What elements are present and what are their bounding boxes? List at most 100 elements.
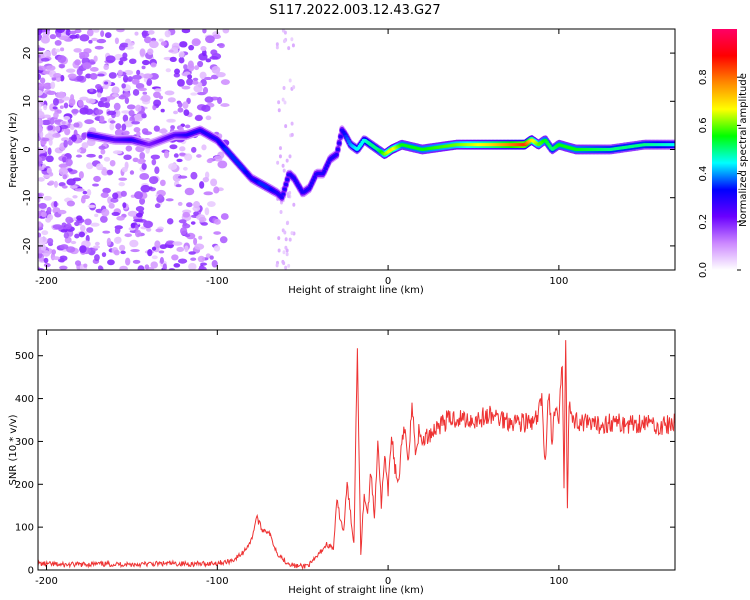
noise-speck (127, 210, 138, 217)
noise-speck (202, 86, 209, 94)
noise-speck (74, 188, 85, 192)
noise-speck (69, 185, 78, 189)
noise-speck (141, 65, 146, 70)
noise-speck (182, 101, 189, 109)
noise-speck (200, 46, 207, 52)
noise-speck (190, 257, 197, 261)
noise-speck (38, 193, 41, 197)
noise-speck (179, 41, 188, 48)
noise-speck (158, 128, 168, 134)
noise-speck (103, 156, 111, 162)
noise-speck (275, 42, 279, 47)
noise-speck (108, 202, 115, 209)
noise-speck (139, 48, 146, 57)
noise-speck (98, 154, 103, 159)
noise-speck (165, 198, 174, 202)
ridge-core (338, 135, 343, 139)
noise-speck (205, 35, 215, 44)
noise-speck (59, 244, 69, 250)
noise-speck (49, 34, 57, 40)
noise-speck (46, 237, 54, 245)
noise-speck (86, 29, 94, 37)
noise-speck (183, 109, 190, 117)
noise-speck (124, 97, 130, 105)
noise-speck (43, 195, 52, 201)
noise-speck (197, 60, 204, 68)
noise-speck (178, 51, 185, 58)
noise-speck (119, 265, 128, 270)
noise-speck (94, 213, 99, 218)
noise-speck (203, 191, 214, 196)
noise-speck (146, 227, 152, 232)
ridge-core (345, 137, 350, 141)
noise-speck (93, 245, 101, 249)
noise-speck (63, 116, 71, 121)
y-tick-label: 10 (22, 95, 33, 108)
noise-speck (46, 90, 57, 96)
noise-speck (109, 159, 116, 167)
x-tick-label: 0 (385, 276, 391, 287)
noise-speck (116, 215, 125, 221)
noise-speck (101, 252, 107, 258)
noise-speck (184, 153, 193, 161)
noise-speck (210, 178, 218, 187)
noise-speck (66, 200, 76, 207)
noise-speck (58, 167, 69, 176)
noise-speck (54, 40, 62, 46)
noise-speck (193, 211, 199, 216)
noise-speck (75, 75, 84, 82)
noise-speck (278, 146, 282, 151)
noise-speck (96, 92, 102, 98)
noise-speck (133, 218, 144, 223)
noise-speck (107, 259, 115, 266)
noise-speck (43, 257, 49, 264)
noise-speck (52, 97, 59, 106)
noise-speck (287, 46, 291, 51)
noise-speck (135, 206, 145, 212)
noise-speck (127, 76, 133, 82)
noise-speck (132, 74, 142, 80)
noise-speck (204, 171, 210, 179)
noise-speck (158, 95, 164, 100)
noise-speck (283, 230, 287, 235)
noise-speck (193, 201, 201, 209)
noise-speck (165, 68, 172, 73)
noise-speck (67, 73, 77, 79)
noise-speck (38, 221, 42, 227)
colorbar-tick-label: 0.4 (698, 166, 709, 182)
noise-speck (100, 30, 105, 38)
noise-speck (130, 222, 136, 229)
noise-speck (220, 103, 230, 107)
noise-speck (106, 237, 112, 246)
colorbar: 0.0 0.2 0.4 0.6 0.8 Normalized spectral ampl… (698, 29, 749, 278)
noise-speck (171, 42, 180, 50)
ridge-core (312, 175, 317, 179)
noise-speck (281, 97, 285, 102)
figure-title: S117.2022.003.12.43.G27 (269, 3, 440, 18)
snr-frame (37, 329, 676, 571)
noise-speck (137, 265, 145, 270)
noise-speck (47, 147, 52, 156)
noise-speck (148, 176, 159, 185)
noise-speck (197, 82, 203, 88)
noise-speck (146, 78, 153, 86)
noise-speck (53, 73, 62, 78)
noise-speck (159, 179, 166, 187)
noise-speck (93, 55, 98, 63)
noise-speck (112, 192, 119, 200)
noise-speck (66, 178, 76, 186)
noise-speck (285, 248, 289, 253)
noise-speck (125, 38, 131, 44)
snr-plot-area (38, 330, 675, 570)
y-tick-label: 200 (15, 480, 34, 491)
noise-speck (215, 72, 226, 78)
noise-speck (167, 119, 175, 123)
noise-speck (217, 160, 228, 169)
noise-speck (108, 72, 117, 79)
noise-speck (65, 246, 76, 253)
noise-speck (213, 186, 220, 194)
y-tick-label: 400 (15, 394, 34, 405)
y-tick-label: -20 (22, 238, 33, 254)
noise-speck (141, 113, 147, 119)
